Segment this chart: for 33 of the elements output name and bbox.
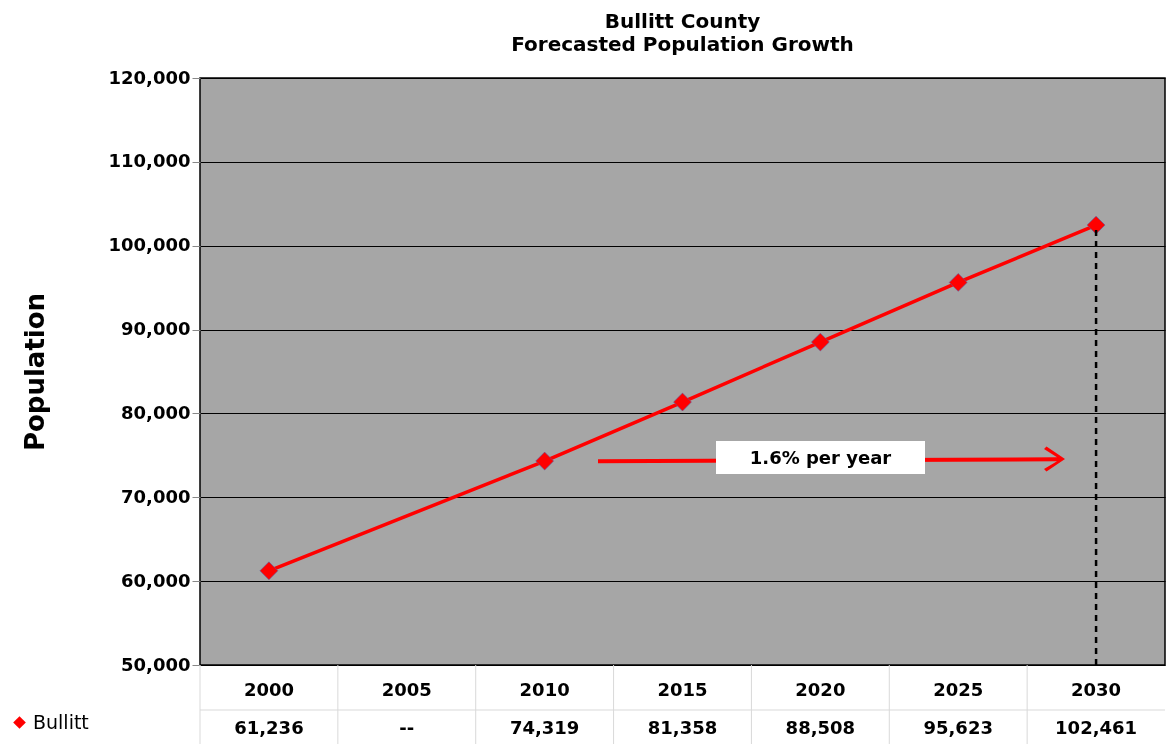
x-tick-label: 2030 bbox=[1071, 679, 1122, 700]
point bbox=[535, 451, 554, 471]
point bbox=[948, 273, 968, 292]
data-label: 88,508 bbox=[785, 717, 856, 738]
point bbox=[673, 392, 692, 412]
point bbox=[1086, 215, 1106, 235]
chart-title: Bullitt County bbox=[604, 9, 761, 33]
data-label: 61,236 bbox=[234, 717, 304, 738]
y-tick-label: 80,000 bbox=[121, 401, 191, 423]
data-label: 74,319 bbox=[509, 717, 580, 738]
y-tick-label: 110,000 bbox=[108, 150, 191, 172]
x-tick-label: 2005 bbox=[381, 679, 432, 700]
note-box: 1.6% per year bbox=[716, 441, 925, 474]
x-tick-label: 2000 bbox=[243, 679, 294, 700]
chart-subtitle: Forecasted Population Growth bbox=[511, 32, 854, 56]
x-tick-label: 2015 bbox=[657, 679, 708, 700]
y-tick-label: 70,000 bbox=[121, 485, 191, 507]
y-tick-label: 60,000 bbox=[121, 569, 191, 591]
data-label: 102,461 bbox=[1055, 717, 1138, 738]
data-label: 81,358 bbox=[647, 717, 718, 738]
point bbox=[259, 561, 279, 581]
legend-label: Bullitt bbox=[33, 710, 89, 733]
x-tick-label: 2010 bbox=[519, 679, 570, 700]
y-tick-label: 90,000 bbox=[121, 318, 191, 340]
point bbox=[811, 332, 830, 352]
y-tick-label: 120,000 bbox=[108, 66, 191, 88]
x-tick-label: 2025 bbox=[933, 679, 984, 700]
y-axis-title: Population bbox=[19, 292, 50, 452]
text: -- bbox=[399, 717, 415, 738]
y-tick-label: 100,000 bbox=[108, 234, 191, 256]
data-label: 95,623 bbox=[923, 717, 993, 738]
y-tick-label: 50,000 bbox=[121, 653, 191, 675]
x-tick-label: 2020 bbox=[795, 679, 846, 700]
